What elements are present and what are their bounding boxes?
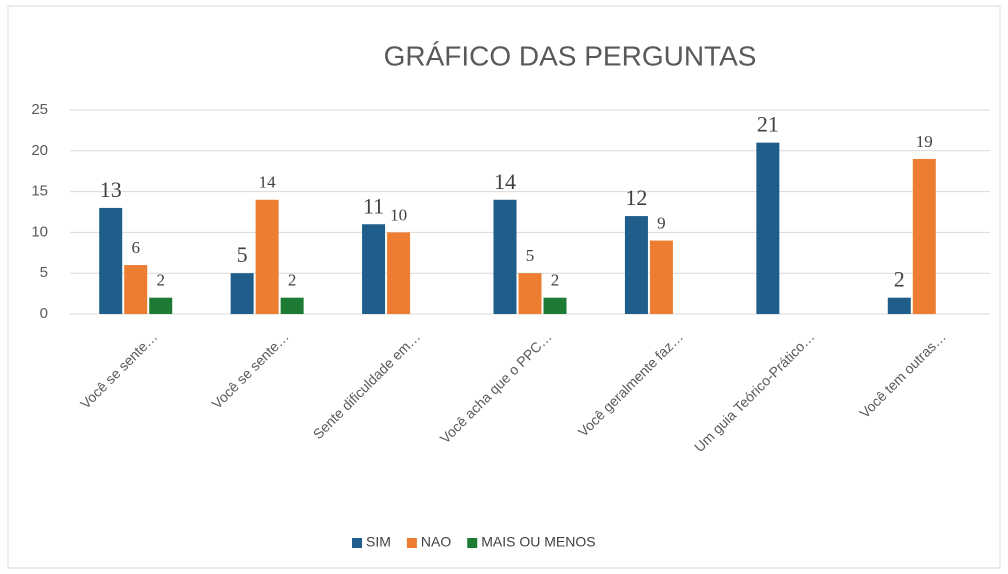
data-label: 2 — [156, 271, 165, 290]
bar — [255, 199, 279, 314]
data-label: 2 — [551, 271, 560, 290]
bar — [912, 158, 936, 314]
bar — [756, 142, 780, 314]
y-tick-label: 0 — [40, 305, 48, 322]
data-label: 9 — [657, 213, 666, 232]
data-label: 6 — [131, 238, 140, 257]
data-label: 10 — [390, 205, 407, 224]
data-label: 21 — [757, 112, 779, 137]
bar — [99, 207, 123, 314]
data-label: 19 — [916, 132, 933, 151]
y-tick-label: 5 — [40, 264, 48, 281]
bar — [149, 297, 173, 314]
bar — [624, 216, 648, 314]
y-tick-label: 10 — [31, 223, 48, 240]
data-label: 13 — [100, 177, 122, 202]
legend-swatch — [352, 538, 362, 548]
bar — [230, 273, 254, 314]
bar — [543, 297, 567, 314]
bar — [280, 297, 304, 314]
bar — [518, 273, 542, 314]
data-label: 12 — [625, 185, 647, 210]
legend-label: NAO — [421, 534, 451, 550]
data-label: 11 — [363, 193, 384, 218]
data-label: 2 — [288, 271, 297, 290]
data-label: 5 — [526, 246, 535, 265]
data-label: 5 — [237, 242, 248, 267]
bar — [887, 297, 911, 314]
bar — [124, 265, 148, 314]
data-label: 2 — [894, 267, 905, 292]
legend-label: MAIS OU MENOS — [481, 534, 595, 550]
legend-swatch — [467, 538, 478, 548]
bar — [362, 224, 386, 314]
bar — [649, 240, 673, 314]
legend-label: SIM — [366, 534, 391, 550]
data-label: 14 — [494, 169, 516, 194]
y-tick-label: 15 — [31, 183, 48, 200]
data-label: 14 — [259, 173, 277, 192]
bar — [387, 232, 411, 314]
chart-title: GRÁFICO DAS PERGUNTAS — [384, 40, 757, 71]
bar — [493, 199, 517, 314]
y-tick-label: 25 — [31, 101, 48, 118]
legend-swatch — [406, 538, 417, 548]
y-tick-label: 20 — [31, 142, 48, 159]
